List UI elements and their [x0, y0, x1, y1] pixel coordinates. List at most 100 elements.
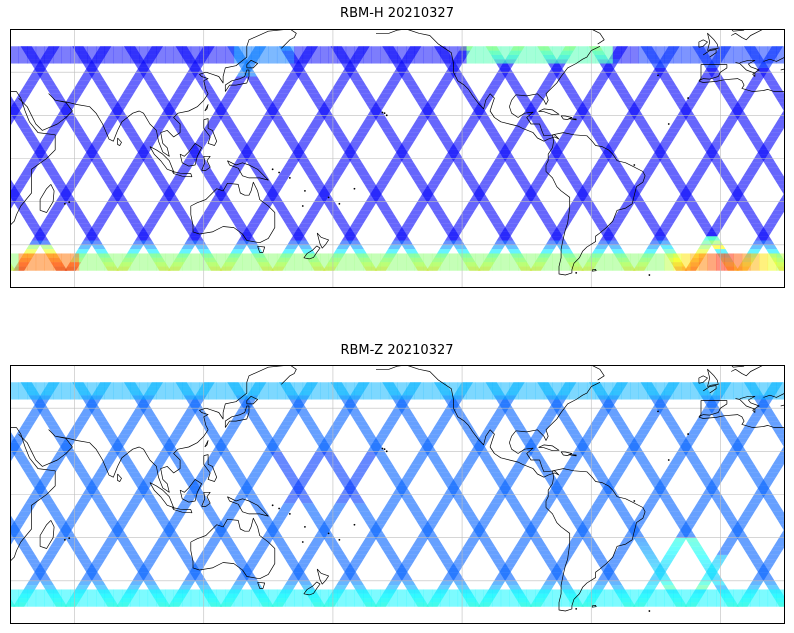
swath-band [724, 382, 734, 400]
coastline [735, 395, 760, 413]
swath-cell [442, 563, 457, 568]
swath-cell [670, 541, 685, 547]
swath-cell [125, 421, 139, 426]
swath-cell [210, 438, 225, 443]
swath-cell [583, 180, 597, 185]
swath-band [767, 46, 777, 64]
swath-cell [65, 119, 80, 124]
swath-cell [282, 80, 297, 86]
swath-cell [47, 89, 62, 94]
swath-cell [597, 227, 612, 232]
swath-band [233, 46, 243, 64]
swath-cell [531, 516, 546, 521]
swath-cell [264, 442, 279, 448]
swath-cell [677, 524, 691, 530]
swath-cell [386, 136, 401, 142]
swath-cell [120, 123, 135, 129]
swath-cell [604, 408, 619, 413]
swath-cell [762, 76, 777, 81]
swath-cell [475, 533, 490, 538]
swath-cell [550, 67, 565, 73]
swath-cell [766, 249, 780, 254]
swath-band [475, 46, 484, 64]
swath-cell [563, 128, 578, 133]
swath-cell [650, 145, 665, 150]
swath-cell [290, 567, 305, 573]
swath-cell [343, 67, 358, 73]
swath-band [216, 589, 226, 607]
swath-cell [561, 85, 576, 90]
swath-cell [628, 529, 642, 534]
swath-cell [104, 201, 119, 206]
swath-cell [46, 128, 61, 133]
swath-cell [740, 459, 755, 465]
swath-band [165, 589, 174, 607]
swath-cell [527, 533, 542, 538]
swath-cell [711, 223, 726, 228]
swath-cell [555, 76, 570, 81]
swath-cell [163, 529, 177, 534]
swath-cell [664, 468, 678, 473]
swath-cell [610, 416, 625, 422]
swath-cell [340, 145, 355, 150]
swath-cell [672, 119, 686, 124]
swath-cell [26, 580, 41, 586]
swath-cell [421, 193, 436, 198]
swath-cell [555, 477, 570, 482]
swath-cell [126, 167, 140, 172]
swath-cell [511, 507, 526, 512]
swath-cell [675, 102, 690, 107]
swath-cell [581, 537, 596, 542]
swath-cell [44, 421, 59, 426]
swath-cell [277, 128, 292, 133]
swath-band [388, 382, 398, 400]
swath-cell [672, 98, 687, 103]
swath-cell [347, 240, 362, 245]
swath-cell [297, 412, 312, 417]
swath-cell [275, 123, 290, 129]
swath-cell [249, 249, 264, 254]
swath-cell [433, 171, 448, 176]
swath-cell [395, 67, 410, 73]
swath-cell [233, 580, 247, 586]
swath-cell [220, 537, 234, 542]
swath-band [449, 589, 459, 607]
swath-cell [89, 494, 104, 499]
swath-cell [124, 214, 139, 219]
swath-cell [669, 93, 684, 99]
swath-cell [16, 123, 31, 129]
swath-cell [503, 477, 518, 482]
swath-cell [517, 119, 531, 124]
swath-cell [149, 171, 164, 176]
swath-cell [594, 580, 609, 586]
swath-cell [224, 175, 238, 181]
swath-cell [585, 459, 600, 465]
swath-cell [682, 197, 697, 202]
swath-cell [183, 158, 197, 163]
swath-cell [748, 472, 763, 478]
swath-cell [489, 472, 504, 478]
swath-cell [734, 451, 749, 456]
swath-band [10, 46, 19, 64]
panel-title-rbm-z: RBM-Z 20210327 [340, 343, 454, 358]
swath-cell [130, 412, 145, 417]
swath-cell [106, 520, 120, 525]
swath-cell [510, 214, 524, 219]
swath-cell [71, 128, 86, 133]
swath-cell [396, 236, 411, 241]
swath-cell [462, 511, 477, 517]
swath-cell [321, 451, 336, 456]
swath-cell [739, 205, 754, 211]
swath-cell [99, 210, 114, 215]
graticule [10, 29, 785, 288]
coastline [190, 517, 276, 580]
swath-cell [305, 89, 320, 94]
swath-cell [503, 141, 518, 146]
swath-cell [411, 459, 425, 465]
swath-cell [438, 162, 453, 168]
swath-cell [78, 559, 93, 564]
swath-cell [225, 89, 240, 94]
swath-band [53, 589, 62, 607]
swath-cell [413, 180, 428, 185]
swath-cell [406, 85, 421, 90]
